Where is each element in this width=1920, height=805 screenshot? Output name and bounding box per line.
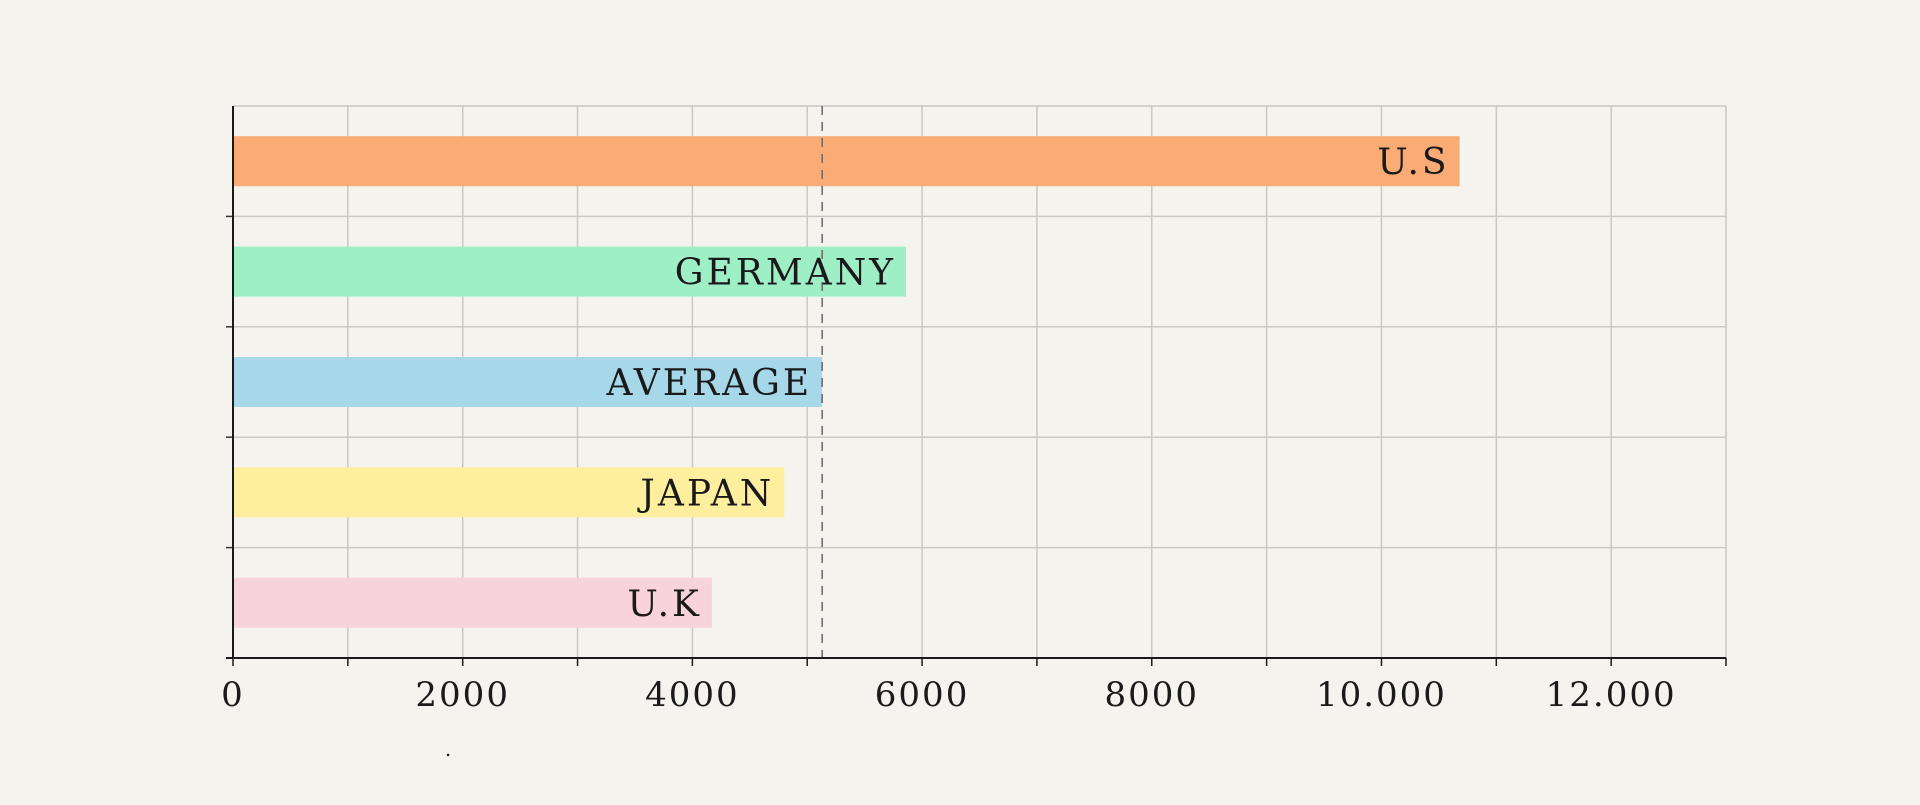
bar-label: U.S bbox=[1377, 142, 1449, 183]
x-tick-label: 2000 bbox=[415, 675, 510, 715]
bar-labels: U.S GERMANY AVERAGE JAPAN U.K bbox=[606, 142, 1449, 625]
grid bbox=[233, 105, 1727, 658]
bar-label: AVERAGE bbox=[606, 363, 813, 404]
axes bbox=[226, 106, 1727, 666]
x-tick-label: 12.000 bbox=[1546, 675, 1677, 715]
bar-average bbox=[233, 357, 823, 407]
bar-us bbox=[233, 136, 1460, 187]
bar-uk bbox=[233, 577, 712, 628]
x-tick-label: 4000 bbox=[645, 675, 740, 715]
x-tick-label: 8000 bbox=[1105, 675, 1200, 715]
bar-label: JAPAN bbox=[636, 473, 774, 514]
x-tick-label: 0 bbox=[221, 675, 245, 715]
bar-label: GERMANY bbox=[675, 253, 896, 294]
bar-germany bbox=[233, 246, 906, 297]
x-tick-label: 10.000 bbox=[1316, 675, 1447, 715]
bars bbox=[233, 136, 1460, 628]
bar-japan bbox=[233, 467, 785, 518]
x-tick-label: 6000 bbox=[875, 675, 970, 715]
footnote-text: . bbox=[445, 737, 451, 761]
bar-label: U.K bbox=[628, 584, 702, 625]
x-tick-labels: 0 2000 4000 6000 8000 10.000 12.000 bbox=[221, 675, 1677, 715]
